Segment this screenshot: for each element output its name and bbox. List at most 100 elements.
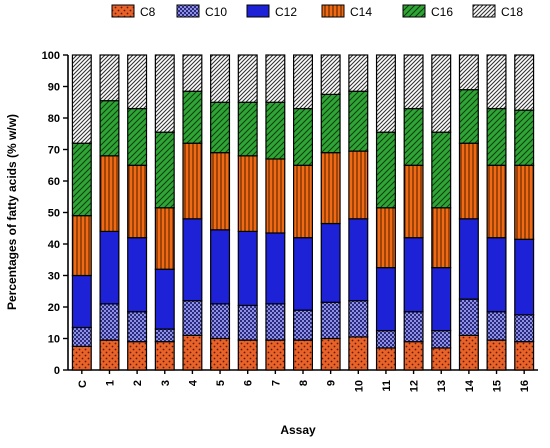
bar-segment-c18 [375,54,396,133]
bar-segment-c10 [127,311,148,343]
bar-segment-c8 [182,334,203,371]
x-tick-label: 1 [104,380,116,386]
bar-segment-c12 [320,222,341,303]
y-tick-label: 20 [48,302,60,314]
x-tick-label: 8 [298,380,310,386]
bar-segment-c16 [403,107,424,166]
bar-segment-c14 [265,158,286,234]
bar-segment-c14 [127,164,148,239]
legend: C8 C10 C12 C14 C16 C18 [111,4,523,19]
bar-stack-11 [375,54,396,371]
bar-stack-8 [293,54,314,371]
bar-stack-1 [99,54,120,371]
bar-segment-c12 [293,237,314,311]
bar-segment-c12 [348,218,369,302]
bar-segment-c10 [458,298,479,336]
legend-swatch [246,4,270,18]
bar-segment-c10 [403,311,424,343]
bar-segment-c18 [320,54,341,95]
bar-segment-c16 [375,131,396,209]
bar-segment-c8 [265,339,286,371]
bar-segment-c8 [431,347,452,371]
bar-segment-c14 [403,164,424,239]
x-tick-label: 5 [215,380,227,386]
bar-segment-c14 [320,152,341,225]
y-tick-label: 80 [48,113,60,125]
bar-stack-2 [127,54,148,371]
legend-label: C8 [140,5,156,19]
y-tick-label: 100 [42,50,60,62]
x-axis-title: Assay [280,423,316,437]
bar-segment-c18 [154,54,175,133]
x-tick-label: 7 [270,380,282,386]
bar-segment-c12 [486,237,507,313]
bar-segment-c8 [458,334,479,371]
x-tick-label: 16 [519,380,531,392]
bar-segment-c8 [486,339,507,371]
bar-segment-c10 [182,300,203,336]
bar-segment-c12 [154,268,175,330]
bar-segment-c18 [237,54,258,103]
bar-segment-c16 [514,109,535,166]
bar-segment-c12 [237,230,258,307]
bar-segment-c18 [431,54,452,133]
bar-segment-c16 [431,131,452,209]
x-tick-label: 14 [464,379,476,392]
bar-segment-c16 [348,90,369,152]
bar-segment-c14 [348,150,369,220]
bar-segment-c16 [458,89,479,144]
bar-segment-c18 [127,54,148,110]
legend-swatch [402,4,426,18]
bar-segment-c18 [403,54,424,110]
bar-segment-c10 [486,311,507,341]
legend-label: C10 [205,5,227,19]
legend-item-c8: C8 [111,4,156,19]
bar-segment-c10 [237,304,258,341]
bar-segment-c14 [237,155,258,233]
bar-segment-c12 [431,267,452,332]
bar-segment-c12 [403,237,424,313]
bar-segment-c14 [486,164,507,239]
y-tick-label: 90 [48,82,60,94]
bar-segment-c10 [320,301,341,340]
legend-item-c14: C14 [321,4,372,19]
bar-segment-c14 [99,155,120,233]
bar-segment-c10 [293,309,314,341]
bar-segment-c12 [265,232,286,305]
x-tick-label: 3 [160,380,172,386]
bar-segment-c18 [210,54,231,103]
bar-segment-c8 [71,345,92,371]
bar-segment-c14 [431,207,452,269]
bar-stack-10 [348,54,369,371]
bar-segment-c18 [486,54,507,110]
y-tick-label: 50 [48,208,60,220]
bar-segment-c18 [348,54,369,92]
legend-item-c18: C18 [472,4,523,19]
bar-stack-9 [320,54,341,371]
bar-segment-c14 [71,215,92,277]
bars [71,54,535,371]
bar-segment-c14 [154,207,175,270]
bar-segment-c8 [348,336,369,371]
bar-segment-c12 [99,230,120,305]
bar-segment-c10 [154,328,175,343]
bar-segment-c10 [431,330,452,349]
bar-segment-c12 [182,218,203,302]
legend-label: C12 [275,5,297,19]
bar-segment-c18 [293,54,314,110]
bar-segment-c8 [403,341,424,371]
bar-segment-c14 [514,164,535,240]
legend-swatch [321,4,345,18]
x-tick-label: 6 [243,380,255,386]
y-tick-label: 10 [48,334,60,346]
bar-segment-c18 [458,54,479,91]
bar-segment-c12 [458,218,479,300]
bar-segment-c8 [320,337,341,371]
bar-segment-c16 [486,107,507,166]
bar-segment-c10 [210,303,231,340]
legend-item-c10: C10 [176,4,227,19]
bar-segment-c16 [99,100,120,157]
legend-label: C18 [501,5,523,19]
y-axis-title: Percentages of fatty acids (% w/w) [5,114,19,310]
bar-segment-c18 [71,54,92,144]
